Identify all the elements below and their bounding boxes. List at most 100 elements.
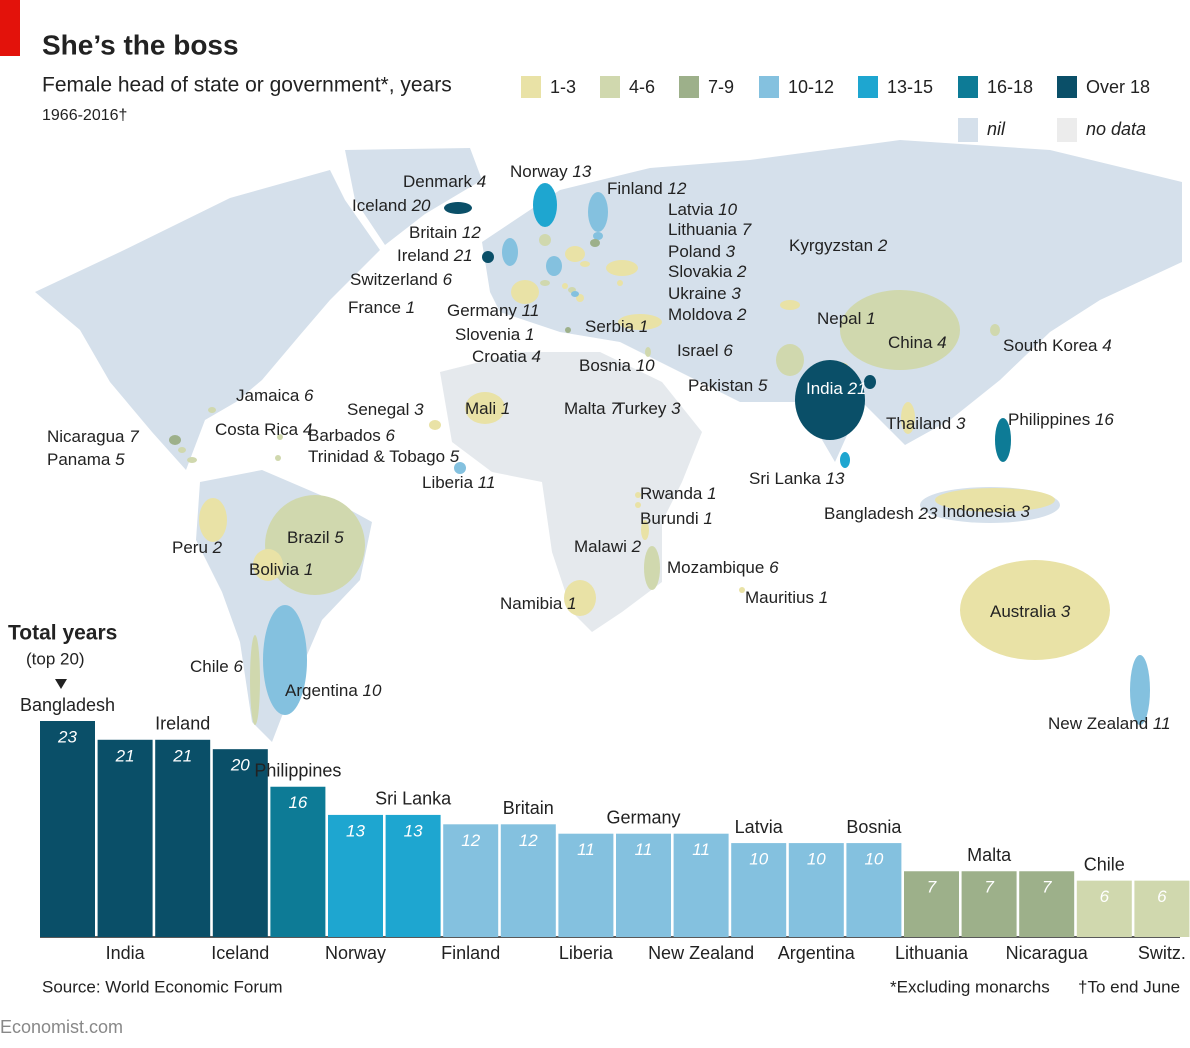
country-shape (635, 502, 641, 508)
country-shape (265, 495, 365, 595)
country-name: Serbia (585, 317, 635, 336)
country-name: Peru (172, 538, 208, 557)
country-label: Germany 11 (447, 301, 539, 320)
country-name: Israel (677, 341, 719, 360)
country-shape (588, 192, 608, 232)
country-years: 3 (731, 284, 741, 303)
bar-value: 7 (984, 878, 994, 897)
country-label: Pakistan 5 (688, 376, 768, 395)
country-label: Serbia 1 (585, 317, 648, 336)
country-name: Bosnia (579, 356, 632, 375)
country-years: 1 (703, 509, 712, 528)
country-name: Panama (47, 450, 111, 469)
bar-category: New Zealand (648, 943, 754, 963)
country-label: Chile 6 (190, 657, 243, 676)
north-america (35, 170, 380, 470)
country-shape (253, 549, 283, 581)
country-label: Thailand 3 (886, 414, 966, 433)
bar-chart-subtitle: (top 20) (26, 649, 85, 668)
country-shape (776, 344, 804, 376)
bar-value: 13 (404, 821, 423, 840)
country-label: Liberia 11 (422, 473, 495, 492)
country-name: Costa Rica (215, 420, 299, 439)
country-shape (208, 407, 216, 413)
country-name: France (348, 298, 401, 317)
legend-label: Over 18 (1086, 77, 1150, 97)
bar-category: Norway (325, 943, 386, 963)
country-shape (576, 294, 584, 302)
country-name: Philippines (1008, 410, 1090, 429)
country-name: China (888, 333, 933, 352)
country-label: Finland 12 (607, 179, 687, 198)
bar (673, 833, 729, 937)
legend-label: 1-3 (550, 77, 576, 97)
bar (443, 824, 499, 937)
bar-category: Bangladesh (20, 695, 115, 715)
country-years: 21 (453, 246, 473, 265)
country-shape (539, 234, 551, 246)
country-name: Bolivia (249, 560, 300, 579)
country-label: Norway 13 (510, 162, 592, 181)
bar-value: 10 (749, 850, 768, 869)
country-years: 21 (847, 379, 867, 398)
country-years: 1 (866, 309, 875, 328)
country-name: Slovakia (668, 262, 733, 281)
eurasia (482, 140, 1182, 462)
country-shape (502, 238, 518, 266)
country-name: Poland (668, 242, 721, 261)
bar-category: Lithuania (895, 943, 969, 963)
country-shape (739, 587, 745, 593)
country-years: 5 (758, 376, 768, 395)
brand-mark (0, 0, 20, 56)
country-name: Rwanda (640, 484, 703, 503)
country-shape (571, 291, 579, 297)
legend-swatch (1057, 118, 1077, 142)
country-years: 1 (639, 317, 648, 336)
country-years: 2 (631, 537, 642, 556)
bar (1019, 871, 1075, 937)
legend-label: 7-9 (708, 77, 734, 97)
country-name: Jamaica (236, 386, 300, 405)
country-name: Ireland (397, 246, 449, 265)
country-shape (178, 447, 186, 453)
country-label: Bolivia 1 (249, 560, 313, 579)
africa (440, 352, 702, 632)
country-name: South Korea (1003, 336, 1098, 355)
country-name: Ukraine (668, 284, 727, 303)
bar-value: 6 (1157, 887, 1167, 906)
country-shape (444, 202, 472, 214)
country-shape (644, 546, 660, 590)
country-years: 4 (477, 172, 486, 191)
country-years: 1 (819, 588, 828, 607)
greenland (345, 148, 482, 245)
country-name: Switzerland (350, 270, 438, 289)
country-shape (641, 520, 649, 540)
country-name: Chile (190, 657, 229, 676)
country-name: Pakistan (688, 376, 753, 395)
country-label: Rwanda 1 (640, 484, 717, 503)
country-label: Malta 7 (564, 399, 620, 418)
country-name: Latvia (668, 200, 714, 219)
country-label: Nicaragua 7 (47, 427, 139, 446)
country-years: 12 (668, 179, 687, 198)
country-shape (580, 261, 590, 267)
country-label: Brazil 5 (287, 528, 344, 547)
period: 1966-2016† (42, 107, 127, 124)
country-years: 5 (334, 528, 344, 547)
country-label: South Korea 4 (1003, 336, 1112, 355)
country-years: 2 (877, 236, 888, 255)
country-label: Slovenia 1 (455, 325, 534, 344)
country-shape (901, 402, 915, 434)
bar-value: 13 (346, 821, 365, 840)
country-shape (935, 488, 1055, 512)
country-years: 7 (129, 427, 139, 446)
country-years: 10 (718, 200, 737, 219)
country-name: Iceland (352, 196, 407, 215)
country-name: Bangladesh (824, 504, 914, 523)
country-years: 1 (525, 325, 534, 344)
country-shape (590, 239, 600, 247)
country-label: Lithuania 7 (668, 220, 752, 239)
country-shape (465, 392, 505, 424)
country-shape (263, 605, 307, 715)
